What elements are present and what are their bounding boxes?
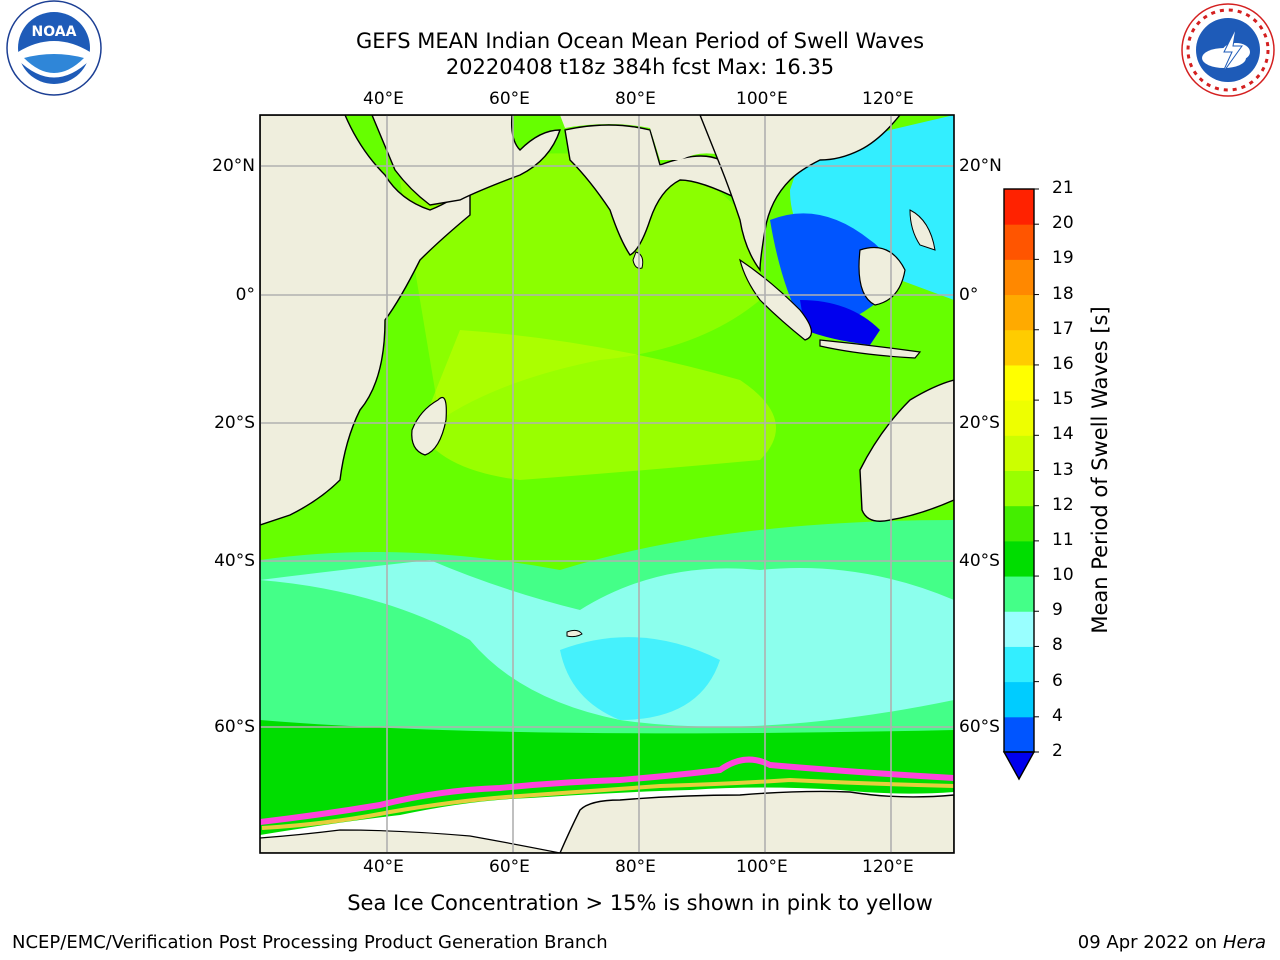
colorbar-tick-label: 13 <box>1052 459 1074 480</box>
lon-label-bottom-100e: 100°E <box>736 857 788 877</box>
low-period-core <box>560 637 720 720</box>
lon-label-top-120e: 120°E <box>862 89 914 109</box>
colorbar-tick-label: 18 <box>1052 283 1074 304</box>
nws-logo-icon <box>1181 3 1275 97</box>
lat-label-left-20s: 20°S <box>214 413 255 433</box>
colorbar-tick-label: 2 <box>1052 741 1063 761</box>
lon-label-top-40e: 40°E <box>363 89 404 109</box>
india-landmass <box>564 124 742 256</box>
lon-label-top-60e: 60°E <box>489 89 530 109</box>
colorbar-title: Mean Period of Swell Waves [s] <box>1088 306 1112 634</box>
colorbar-segment <box>1004 611 1034 647</box>
lon-label-top-80e: 80°E <box>615 89 656 109</box>
footer-credit: NCEP/EMC/Verification Post Processing Pr… <box>12 932 608 953</box>
map-subtitle: 20220408 t18z 384h fcst Max: 16.35 <box>445 55 835 79</box>
colorbar-tick-label: 11 <box>1052 529 1074 550</box>
lat-label-left-60s: 60°S <box>214 717 255 737</box>
colorbar-segment <box>1004 294 1034 331</box>
lon-label-bottom-120e: 120°E <box>862 857 914 877</box>
se-asia-mainland <box>699 115 901 273</box>
lat-label-right-40s: 40°S <box>959 551 1000 571</box>
lat-label-right-20s: 20°S <box>959 413 1000 433</box>
lat-label-right-0: 0° <box>959 285 979 305</box>
low-period-sea <box>770 213 888 327</box>
sea-ice-note: Sea Ice Concentration > 15% is shown in … <box>347 891 933 915</box>
south-china-sea <box>790 115 954 300</box>
noaa-logo: NOAA <box>4 0 104 100</box>
lon-label-bottom-60e: 60°E <box>489 857 530 877</box>
colorbar-tick-label: 8 <box>1052 635 1063 656</box>
svg-text:NOAA: NOAA <box>32 24 77 40</box>
colorbar-tick-label: 16 <box>1052 353 1074 374</box>
colorbar-tick-label: 4 <box>1052 705 1063 726</box>
lat-label-left-20n: 20°N <box>212 156 255 176</box>
colorbar-segment <box>1004 435 1034 471</box>
sri-lanka <box>632 251 644 269</box>
colorbar-segment <box>1004 364 1034 401</box>
map-title: GEFS MEAN Indian Ocean Mean Period of Sw… <box>355 29 925 53</box>
colorbar-tick-label: 9 <box>1052 600 1063 621</box>
colorbar <box>1002 188 1039 781</box>
sea-ice-yellow <box>261 777 954 830</box>
kerguelen <box>566 629 583 638</box>
sea-ice-edge <box>260 756 954 825</box>
colorbar-segment <box>1004 400 1034 436</box>
colorbar-tick-label: 15 <box>1052 389 1074 410</box>
colorbar-segment <box>1004 224 1034 260</box>
colorbar-segment <box>1004 716 1034 753</box>
colorbar-extend-arrow <box>1002 751 1036 781</box>
lon-label-top-100e: 100°E <box>736 89 788 109</box>
java <box>819 339 922 359</box>
colorbar-segment <box>1004 259 1034 296</box>
lon-label-bottom-80e: 80°E <box>615 857 656 877</box>
colorbar-segment <box>1004 540 1034 577</box>
lat-label-left-40s: 40°S <box>214 551 255 571</box>
colorbar-tick-label: 20 <box>1052 213 1074 234</box>
colorbar-segment <box>1004 470 1034 507</box>
colorbar-segment <box>1004 681 1034 718</box>
footer-date-text: 09 Apr 2022 on <box>1077 932 1223 953</box>
lat-label-left-0: 0° <box>235 285 255 305</box>
footer-host: Hera <box>1222 932 1266 953</box>
colorbar-tick-label: 14 <box>1052 424 1074 445</box>
antarctica-land-west <box>260 829 561 853</box>
colorbar-segment <box>1004 646 1034 683</box>
map-frame <box>259 114 955 854</box>
colorbar-segment <box>1004 189 1034 225</box>
colorbar-tick-label: 17 <box>1052 318 1074 339</box>
java-sea <box>800 300 880 345</box>
high-period-region-south <box>420 330 776 480</box>
colorbar-tick-label: 6 <box>1052 670 1063 691</box>
colorbar-segment <box>1004 576 1034 612</box>
colorbar-tick-label: 19 <box>1052 248 1074 269</box>
lat-label-right-60s: 60°S <box>959 717 1000 737</box>
colorbar-tick-label: 10 <box>1052 565 1074 586</box>
colorbar-tick-label: 12 <box>1052 494 1074 515</box>
nws-logo <box>1176 0 1280 100</box>
graticule <box>260 115 954 853</box>
antarctica-land <box>559 790 954 853</box>
madagascar <box>411 396 447 456</box>
colorbar-segment <box>1004 329 1034 366</box>
lat-label-right-20n: 20°N <box>959 156 1002 176</box>
noaa-logo-icon: NOAA <box>6 0 102 96</box>
footer-date: 09 Apr 2022 on Hera <box>1078 932 1266 953</box>
lon-label-bottom-40e: 40°E <box>363 857 404 877</box>
sumatra <box>739 258 812 341</box>
colorbar-segment <box>1004 505 1034 542</box>
philippines <box>909 209 936 251</box>
colorbar-tick-label: 21 <box>1052 178 1074 198</box>
